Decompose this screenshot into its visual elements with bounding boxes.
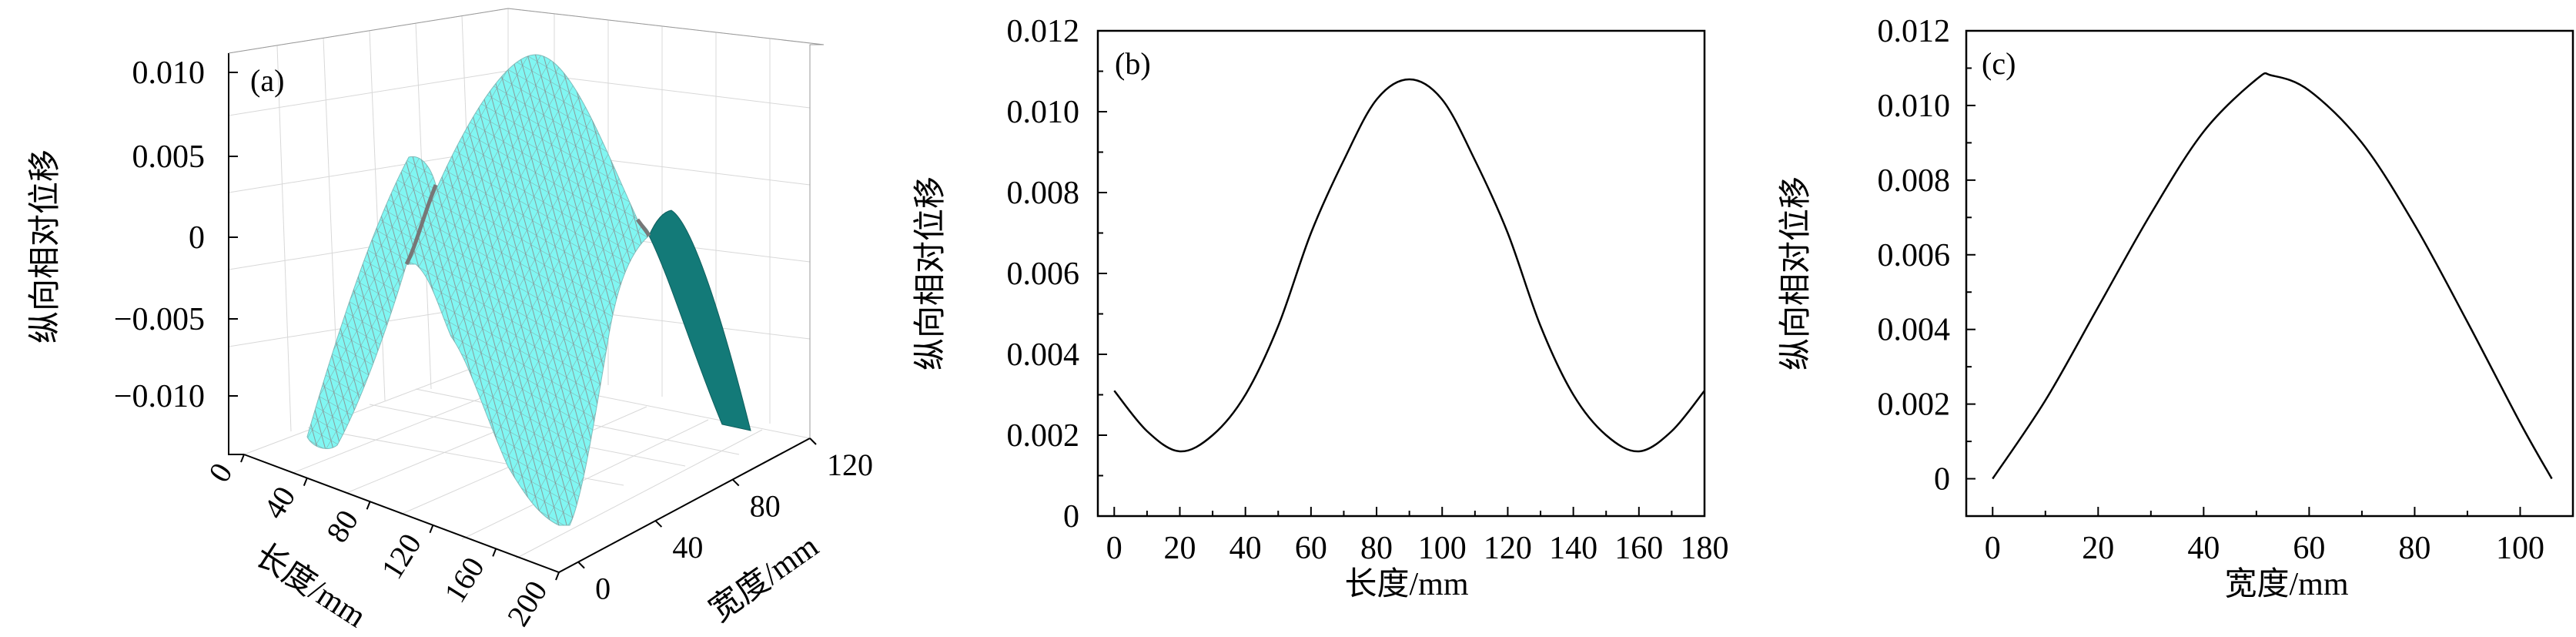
y-tick-label-c: 0.008: [1878, 163, 1951, 199]
length-tick-label: 160: [437, 551, 491, 609]
y-tick-label-c: 0.002: [1878, 387, 1951, 423]
surface: [306, 54, 751, 526]
panel-label-a: (a): [250, 63, 284, 98]
width-tick-label: 80: [750, 489, 781, 524]
length-tick: [429, 525, 434, 534]
surface-right-ridge: [648, 210, 751, 431]
x-tick-label-c: 100: [2496, 531, 2544, 566]
data-line-c: [1992, 72, 2553, 480]
x-tick-label-b: 60: [1295, 531, 1327, 566]
x-axis-label-c: 宽度/mm: [2224, 566, 2348, 602]
width-tick-label: 40: [672, 530, 703, 565]
y-tick-label-b: 0.004: [1007, 337, 1080, 373]
z-tick-label: −0.005: [114, 302, 205, 337]
panel-b-length-profile: (b) 纵向相对位移 长度/mm 0 0.002 0.004 0.006 0.008 0.…: [912, 14, 1729, 602]
x-tick-label-b: 0: [1106, 531, 1122, 566]
width-tick-label: 0: [595, 572, 611, 606]
y-tick-label-c: 0.006: [1878, 238, 1951, 273]
x-tick-label-c: 0: [1985, 531, 2001, 566]
length-tick-label: 120: [374, 528, 428, 585]
length-tick: [555, 572, 560, 581]
width-tick: [577, 561, 585, 569]
y-axis-label-c: 纵向相对位移: [1778, 176, 1814, 370]
z-tick-label: 0.010: [132, 55, 206, 91]
y-axis-label-b: 纵向相对位移: [912, 176, 948, 370]
z-tick-label: −0.010: [114, 379, 205, 414]
length-tick-label: 200: [500, 575, 554, 632]
width-axis-label: 宽度/mm: [703, 528, 825, 629]
y-tick-label-c: 0.004: [1878, 313, 1951, 348]
x-tick-label-c: 80: [2398, 531, 2430, 566]
y-tick-label-c: 0.010: [1878, 89, 1951, 124]
length-axis-label: 长度/mm: [249, 538, 372, 635]
length-tick: [240, 454, 245, 463]
z-axis-ticks: 0.010 0.005 0 −0.005 −0.010: [114, 55, 238, 414]
surface-crease: [404, 184, 651, 266]
panel-label-c: (c): [1982, 46, 2016, 81]
length-tick-label: 0: [202, 457, 239, 488]
x-tick-label-b: 20: [1163, 531, 1196, 566]
surface-main-hump-mesh: [406, 55, 650, 525]
width-tick: [809, 438, 817, 445]
x-tick-label-b: 160: [1614, 531, 1663, 566]
length-tick-label: 80: [319, 504, 365, 548]
x-tick-label-b: 100: [1418, 531, 1467, 566]
width-axis-ticks: 0 40 80 120: [577, 438, 873, 606]
x-tick-label-b: 120: [1484, 531, 1532, 566]
length-tick-label: 40: [256, 481, 302, 525]
x-tick-label-c: 60: [2293, 531, 2325, 566]
panel-label-b: (b): [1115, 46, 1151, 81]
x-tick-label-b: 140: [1549, 531, 1597, 566]
z-tick-label: 0: [189, 220, 205, 256]
y-tick-label-b: 0.012: [1007, 14, 1080, 49]
data-line-b: [1113, 78, 1705, 453]
width-tick-label: 120: [827, 448, 873, 482]
surface-left-ridge-mesh: [307, 156, 436, 449]
x-axis-label-b: 长度/mm: [1344, 567, 1468, 602]
z-axis-label: 纵向相对位移: [27, 149, 63, 344]
panel-c-width-profile: (c) 纵向相对位移 宽度/mm 0 0.002 0.004 0.006 0.008 0.…: [1778, 14, 2574, 602]
length-tick: [303, 478, 308, 486]
plot-frame-c: [1965, 29, 2574, 518]
x-tick-label-b: 40: [1229, 531, 1262, 566]
plot-frame-b: [1096, 29, 1706, 518]
width-tick: [654, 520, 663, 528]
x-tick-label-b: 80: [1360, 531, 1393, 566]
y-tick-label-b: 0.008: [1007, 176, 1080, 211]
y-tick-label-c: 0.012: [1878, 14, 1951, 49]
y-tick-label-b: 0.006: [1007, 256, 1080, 292]
y-tick-label-c: 0: [1934, 462, 1950, 498]
length-tick: [366, 501, 371, 510]
length-tick: [492, 548, 497, 557]
z-tick-label: 0.005: [132, 139, 206, 175]
y-tick-label-b: 0.002: [1007, 418, 1080, 454]
x-tick-label-c: 20: [2082, 531, 2114, 566]
width-tick: [731, 478, 740, 487]
x-tick-label-b: 180: [1681, 531, 1729, 566]
x-tick-label-c: 40: [2187, 531, 2220, 566]
y-tick-label-b: 0.010: [1007, 95, 1080, 130]
y-tick-label-b: 0: [1063, 499, 1079, 535]
